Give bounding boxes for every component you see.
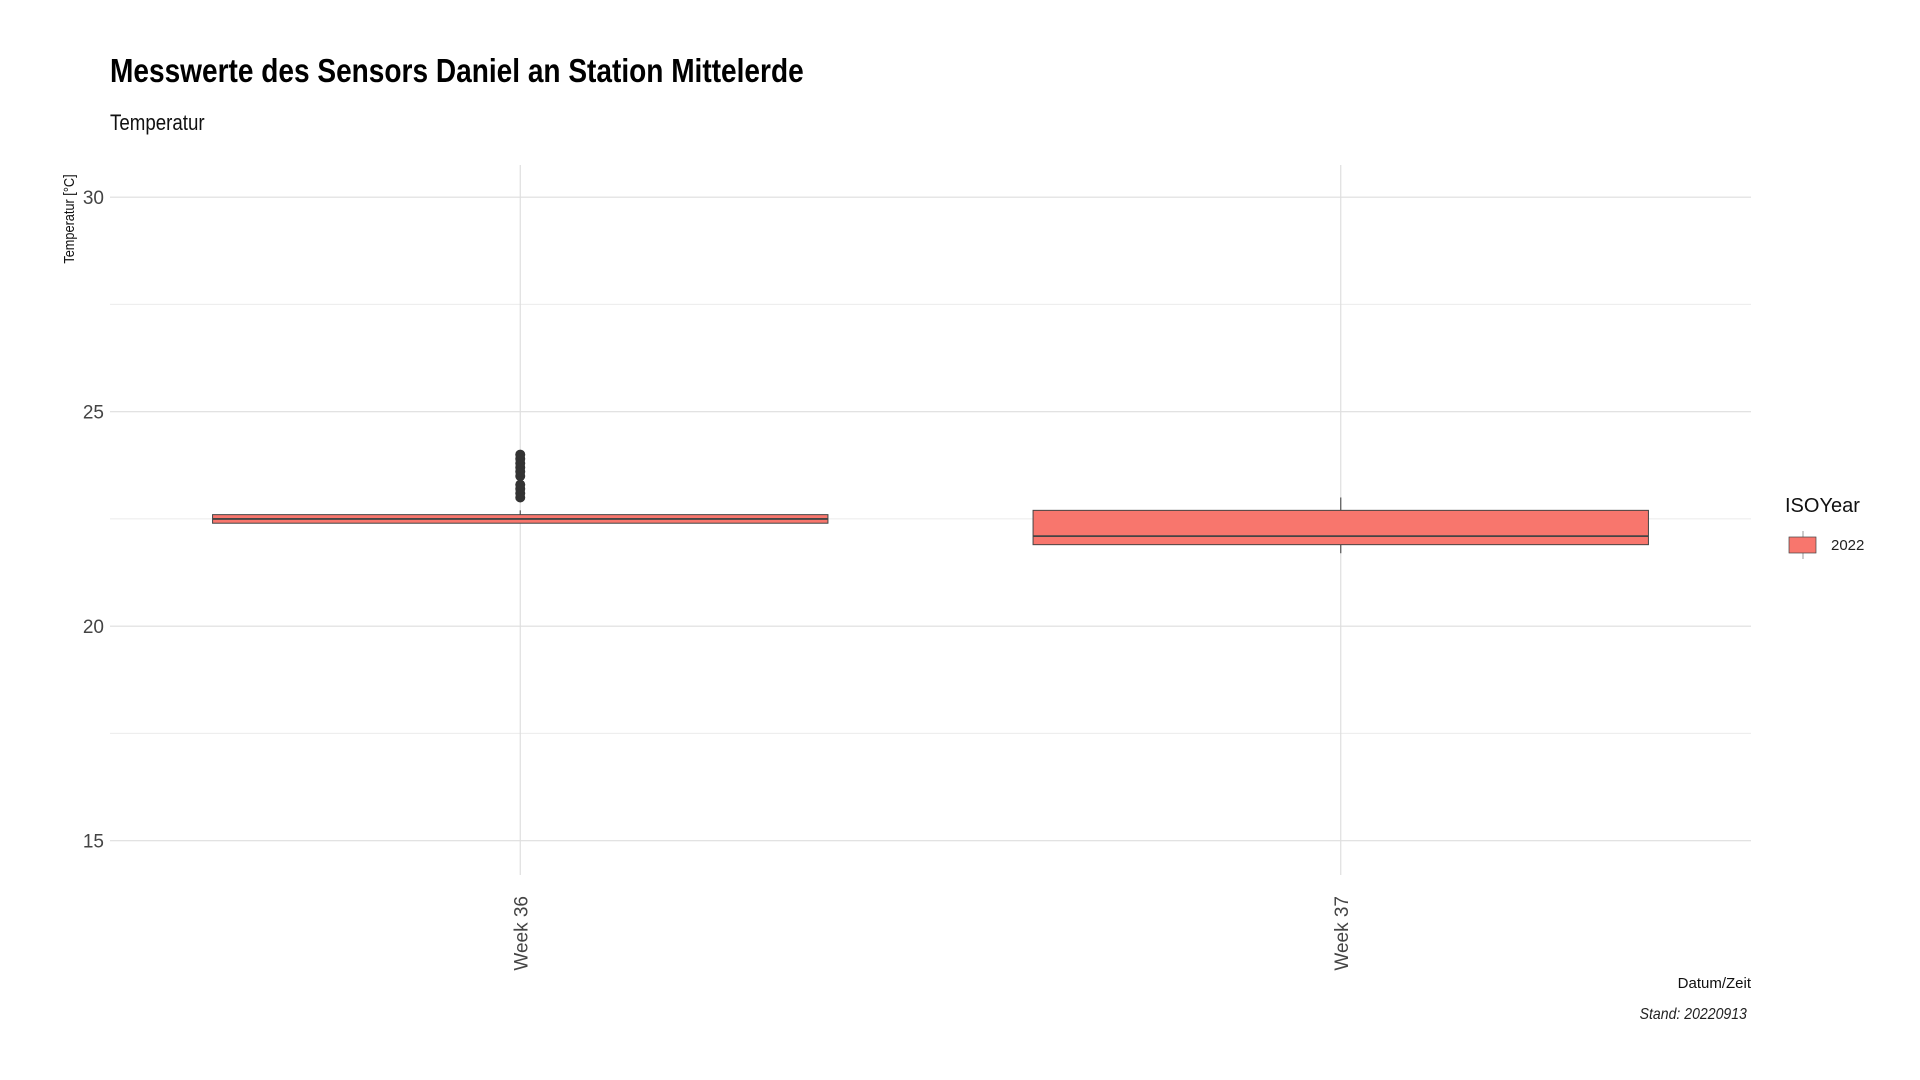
chart-caption: Stand: 20220913: [1639, 1006, 1747, 1023]
legend: ISOYear 2022: [1785, 495, 1864, 559]
outlier-point: [515, 479, 526, 490]
y-axis-label: Temperatur [°C]: [60, 174, 77, 263]
y-tick-label: 20: [83, 617, 104, 638]
chart-title: Messwerte des Sensors Daniel an Station …: [110, 52, 804, 89]
outlier-point: [515, 449, 526, 460]
y-tick-label: 30: [83, 188, 104, 209]
x-axis-label: Datum/Zeit: [1678, 975, 1752, 992]
y-axis-ticks: 15 20 25 30: [83, 188, 104, 853]
box: [1032, 509, 1649, 546]
x-tick-label: Week 37: [1332, 896, 1353, 971]
legend-key-2022: [1788, 536, 1817, 554]
y-tick-label: 25: [83, 403, 104, 424]
legend-title: ISOYear: [1785, 495, 1860, 517]
x-axis-ticks: Week 36 Week 37: [511, 896, 1353, 971]
legend-label-2022: 2022: [1831, 537, 1864, 554]
chart-subtitle: Temperatur: [110, 110, 205, 135]
y-tick-label: 15: [83, 832, 104, 853]
boxplot-layer: [212, 449, 1649, 554]
x-tick-label: Week 36: [511, 896, 532, 971]
